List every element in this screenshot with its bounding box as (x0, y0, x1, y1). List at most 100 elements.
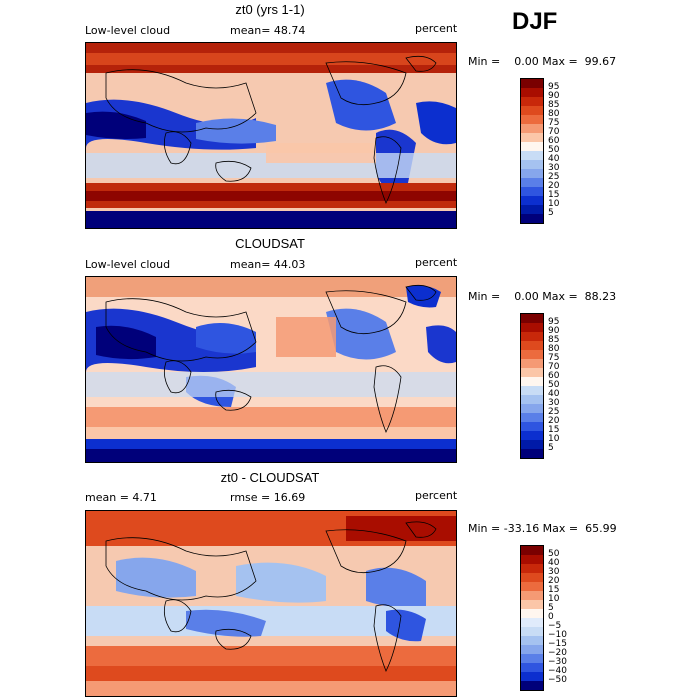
colorbar-tick-label: 95 (548, 82, 560, 92)
colorbar-tick-label: 5 (548, 208, 554, 218)
colorbar-swatch (521, 178, 543, 187)
colorbar-swatch (521, 413, 543, 422)
colorbar-swatch (521, 106, 543, 115)
colorbar-tick-label: 90 (548, 91, 560, 101)
colorbar-swatch (521, 654, 543, 663)
colorbar-swatch (521, 555, 543, 564)
min-max-readout: Min = 0.00 Max = 88.23 (468, 290, 617, 303)
colorbar-tick-label: 5 (548, 603, 554, 613)
colorbar-swatch (521, 133, 543, 142)
colorbar-tick-label: 10 (548, 434, 560, 444)
panel-mid-label: rmse = 16.69 (230, 491, 306, 504)
colorbar-tick-label: 70 (548, 127, 560, 137)
min-max-readout: Min = -33.16 Max = 65.99 (468, 522, 617, 535)
colorbar-swatch (521, 663, 543, 672)
colorbar-swatch (521, 368, 543, 377)
colorbar-swatch (521, 564, 543, 573)
colorbar-swatch (521, 600, 543, 609)
colorbar-tick-label: 5 (548, 443, 554, 453)
colorbar-tick-label: 0 (548, 612, 554, 622)
colorbar-tick-label: 75 (548, 353, 560, 363)
colorbar-tick-label: 20 (548, 416, 560, 426)
colorbar-tick-label: 95 (548, 317, 560, 327)
colorbar-tick-label: 10 (548, 594, 560, 604)
cloud-map (86, 43, 456, 228)
colorbar-tick-label: −30 (548, 657, 567, 667)
colorbar-tick-label: 25 (548, 172, 560, 182)
panel-title: CLOUDSAT (235, 236, 305, 251)
colorbar-swatch (521, 196, 543, 205)
panel-left-label: mean = 4.71 (85, 491, 157, 504)
colorbar-swatch (521, 636, 543, 645)
colorbar-swatch (521, 151, 543, 160)
colorbar-swatch (521, 591, 543, 600)
colorbar-tick-label: 60 (548, 371, 560, 381)
colorbar-tick-label: 75 (548, 118, 560, 128)
colorbar-tick-label: 40 (548, 558, 560, 568)
colorbar-swatch (521, 681, 543, 690)
colorbar-swatch (521, 115, 543, 124)
colorbar-tick-label: 50 (548, 549, 560, 559)
colorbar-swatch (521, 88, 543, 97)
colorbar-swatch (521, 449, 543, 458)
colorbar-swatch (521, 377, 543, 386)
colorbar-swatch (521, 582, 543, 591)
colorbar-tick-label: 40 (548, 389, 560, 399)
colorbar-tick-label: 40 (548, 154, 560, 164)
colorbar-tick-label: 15 (548, 425, 560, 435)
colorbar (520, 313, 544, 459)
panel-mid-label: mean= 48.74 (230, 24, 306, 37)
colorbar-swatch (521, 672, 543, 681)
colorbar-swatch (521, 142, 543, 151)
colorbar-tick-label: −15 (548, 639, 567, 649)
colorbar-swatch (521, 97, 543, 106)
colorbar-swatch (521, 386, 543, 395)
colorbar (520, 545, 544, 691)
colorbar-swatch (521, 404, 543, 413)
colorbar-tick-label: 70 (548, 362, 560, 372)
colorbar-swatch (521, 627, 543, 636)
colorbar-swatch (521, 323, 543, 332)
colorbar-swatch (521, 546, 543, 555)
colorbar-swatch (521, 124, 543, 133)
colorbar-tick-label: 30 (548, 163, 560, 173)
colorbar-swatch (521, 395, 543, 404)
min-max-readout: Min = 0.00 Max = 99.67 (468, 55, 617, 68)
colorbar-swatch (521, 618, 543, 627)
map-panel (85, 276, 457, 463)
colorbar-tick-label: −5 (548, 621, 562, 631)
colorbar-tick-label: 15 (548, 190, 560, 200)
panel-left-label: Low-level cloud (85, 24, 171, 37)
colorbar-tick-label: 30 (548, 567, 560, 577)
colorbar-swatch (521, 205, 543, 214)
colorbar-tick-label: 85 (548, 335, 560, 345)
colorbar-tick-label: 60 (548, 136, 560, 146)
colorbar-swatch (521, 422, 543, 431)
colorbar-tick-label: 10 (548, 199, 560, 209)
colorbar-swatch (521, 169, 543, 178)
colorbar-swatch (521, 160, 543, 169)
colorbar-swatch (521, 573, 543, 582)
colorbar-swatch (521, 341, 543, 350)
colorbar-swatch (521, 440, 543, 449)
colorbar-swatch (521, 79, 543, 88)
season-label: DJF (512, 8, 558, 35)
colorbar-swatch (521, 350, 543, 359)
colorbar-tick-label: 85 (548, 100, 560, 110)
map-panel (85, 42, 457, 229)
panel-unit-label: percent (415, 256, 458, 269)
colorbar-swatch (521, 609, 543, 618)
colorbar-tick-label: 20 (548, 576, 560, 586)
colorbar-tick-label: −20 (548, 648, 567, 658)
colorbar-tick-label: −10 (548, 630, 567, 640)
colorbar-tick-label: 80 (548, 344, 560, 354)
panel-unit-label: percent (415, 22, 458, 35)
cloud-map (86, 277, 456, 462)
colorbar-swatch (521, 645, 543, 654)
panel-unit-label: percent (415, 489, 458, 502)
colorbar-tick-label: 30 (548, 398, 560, 408)
colorbar (520, 78, 544, 224)
colorbar-tick-label: 90 (548, 326, 560, 336)
colorbar-tick-label: 15 (548, 585, 560, 595)
colorbar-swatch (521, 431, 543, 440)
